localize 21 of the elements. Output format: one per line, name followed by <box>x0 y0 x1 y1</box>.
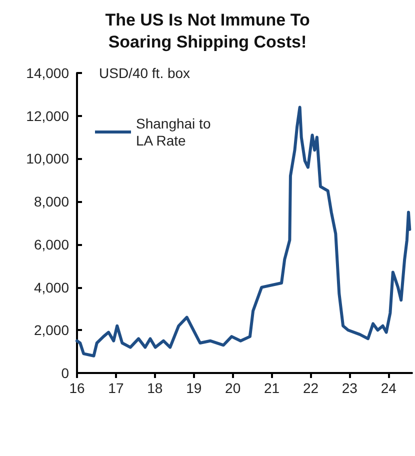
y-tick-label: 10,000 <box>26 150 70 167</box>
x-tick-label: 23 <box>342 380 358 396</box>
y-tick-label: 4,000 <box>34 279 70 296</box>
x-tick-label: 19 <box>186 380 202 396</box>
y-tick-label: 0 <box>61 365 70 381</box>
y-axis-title: USD/40 ft. box <box>99 65 190 81</box>
x-tick-label: 17 <box>108 380 124 396</box>
x-tick-label: 22 <box>302 380 319 396</box>
chart-title: The US Is Not Immune To Soaring Shipping Costs! <box>105 10 310 52</box>
y-tick-label: 14,000 <box>26 65 70 81</box>
y-tick-label: 6,000 <box>34 236 70 252</box>
x-tick-label: 21 <box>264 380 280 396</box>
x-tick-label: 18 <box>147 380 163 396</box>
legend-label: Shanghai to LA Rate <box>136 116 211 148</box>
y-tick-label: 12,000 <box>26 108 70 124</box>
x-tick-label: 16 <box>69 380 85 396</box>
x-tick-label: 20 <box>225 380 241 396</box>
x-tick-label: 24 <box>380 380 397 396</box>
line-series <box>76 106 412 358</box>
y-tick-label: 8,000 <box>34 194 70 210</box>
y-tick-label: 2,000 <box>34 322 70 338</box>
